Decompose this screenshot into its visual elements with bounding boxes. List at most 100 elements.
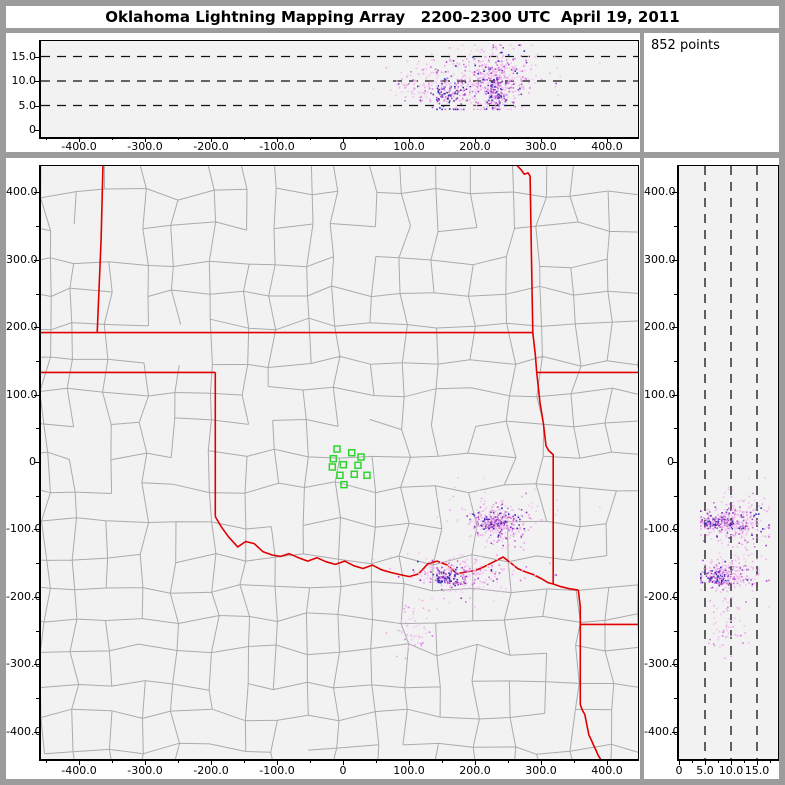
axis-tick	[36, 495, 39, 497]
axis-tick-label: 300.0	[644, 252, 676, 266]
axis-tick	[672, 664, 677, 666]
lma-station-marker	[336, 471, 344, 480]
axis-tick	[674, 495, 677, 497]
axis-tick	[475, 760, 476, 765]
axis-tick	[36, 293, 39, 295]
axis-tick	[674, 360, 677, 362]
axis-tick	[541, 760, 542, 765]
state-border	[96, 166, 104, 333]
axis-tick	[705, 760, 706, 765]
lma-station-marker	[350, 470, 359, 479]
axis-tick-label: 0	[29, 455, 36, 468]
lma-station-marker	[363, 471, 371, 480]
axis-tick-label: 10.0	[11, 74, 37, 87]
axis-tick	[34, 327, 39, 329]
axis-tick	[770, 760, 771, 763]
axis-tick	[672, 529, 677, 531]
axis-tick	[34, 130, 39, 131]
axis-tick-label: -100.0	[259, 764, 295, 777]
lma-station-marker	[347, 448, 356, 457]
axis-tick	[674, 563, 677, 565]
axis-tick-label: 100.0	[6, 387, 38, 401]
lma-station-marker	[354, 461, 362, 470]
axis-tick	[244, 760, 245, 763]
lma-station-marker	[357, 453, 365, 461]
axis-tick	[277, 760, 278, 765]
axis-tick	[692, 760, 693, 763]
axis-tick	[46, 760, 47, 763]
axis-tick-label: 400.0	[644, 185, 676, 199]
axis-tick	[34, 731, 39, 733]
axis-tick	[178, 137, 179, 140]
altitude-ns-canvas	[700, 166, 770, 759]
axis-tick	[674, 226, 677, 228]
axis-tick	[211, 760, 212, 765]
axis-tick	[672, 259, 677, 261]
axis-tick-label: 300.0	[525, 764, 557, 777]
axis-tick	[574, 137, 575, 140]
axis-tick-label: 200.0	[459, 140, 491, 153]
axis-tick-label: 100.0	[393, 140, 425, 153]
axis-tick	[34, 81, 39, 82]
axis-tick-label: -400.0	[61, 764, 97, 777]
axis-tick	[409, 137, 410, 142]
axis-tick	[672, 462, 677, 463]
axis-tick	[343, 760, 344, 765]
axis-tick	[672, 327, 677, 329]
axis-tick	[442, 760, 443, 763]
axis-tick-label: 100.0	[644, 387, 676, 401]
lma-station-marker	[333, 445, 341, 453]
axis-tick	[376, 137, 377, 140]
axis-tick	[34, 529, 39, 531]
plan-map-canvas	[41, 166, 638, 759]
axis-tick	[310, 137, 311, 140]
lightning-points-ew	[372, 44, 601, 111]
axis-tick-label: 400.0	[591, 140, 623, 153]
axis-tick	[574, 760, 575, 763]
state-border	[214, 516, 579, 591]
axis-tick	[34, 259, 39, 261]
altitude-ns-plot-area[interactable]	[677, 165, 779, 761]
plan-map-plot-area[interactable]	[39, 165, 639, 761]
axis-tick	[34, 462, 39, 463]
axis-tick	[508, 760, 509, 763]
axis-tick	[674, 428, 677, 430]
axis-tick-label: -300.0	[644, 657, 680, 671]
axis-tick	[36, 563, 39, 565]
axis-tick	[277, 137, 278, 142]
lma-station-marker	[328, 463, 337, 471]
axis-tick-label: -200.0	[193, 764, 229, 777]
axis-tick	[211, 137, 212, 142]
axis-tick	[718, 760, 719, 763]
axis-tick-label: -200.0	[6, 589, 42, 603]
axis-tick-label: 200.0	[644, 320, 676, 334]
plan-map-panel: -400.0 -300.0 -200.0 -100.0 0 100.0 200.0 300.0…	[6, 158, 640, 779]
axis-tick	[674, 630, 677, 632]
axis-tick	[34, 394, 39, 396]
axis-tick	[244, 137, 245, 140]
axis-tick	[607, 137, 608, 142]
axis-tick-label: 0	[29, 123, 36, 136]
state-border	[516, 166, 555, 584]
lma-station-marker	[339, 460, 348, 469]
axis-tick	[674, 697, 677, 699]
axis-tick-label: 5.0	[18, 98, 37, 112]
axis-tick	[679, 760, 680, 765]
axis-tick	[112, 137, 113, 140]
altitude-ew-plot-area[interactable]	[39, 40, 639, 139]
county-boundaries	[41, 166, 638, 759]
axis-tick	[409, 760, 410, 765]
axis-tick-label: 5.0	[696, 764, 714, 777]
axis-tick-label: -400.0	[6, 724, 42, 738]
axis-tick-label: 200.0	[459, 764, 491, 777]
axis-tick	[731, 760, 732, 765]
axis-tick-label: 100.0	[393, 764, 425, 777]
axis-tick-label: 300.0	[525, 140, 557, 153]
axis-tick-label: 300.0	[6, 252, 38, 266]
axis-tick	[757, 760, 758, 765]
lma-station-marker	[329, 454, 338, 463]
axis-tick	[36, 630, 39, 632]
axis-tick	[607, 760, 608, 765]
axis-tick	[508, 137, 509, 140]
axis-tick	[475, 137, 476, 142]
